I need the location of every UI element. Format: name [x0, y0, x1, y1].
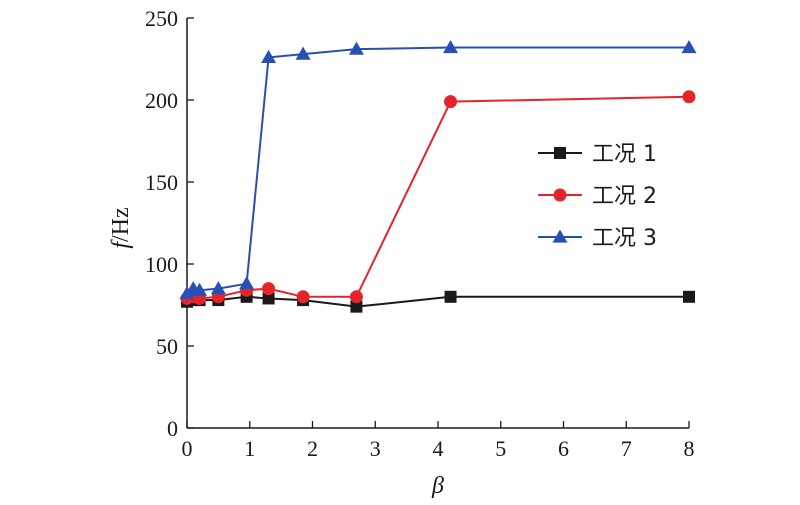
series-1-point	[444, 290, 457, 303]
series-3-point	[681, 40, 697, 54]
x-tick-label: 0	[182, 436, 193, 461]
legend-marker	[552, 229, 568, 243]
series-3-point	[443, 40, 459, 54]
series-1-line	[186, 295, 689, 308]
y-axis-label-unit: /Hz	[108, 207, 134, 242]
y-tick-label: 100	[145, 252, 178, 277]
y-tick-label: 50	[156, 334, 178, 359]
y-tick-label: 150	[145, 170, 178, 195]
series-layer	[179, 40, 697, 313]
y-tick-label: 200	[145, 88, 178, 113]
series-3	[179, 40, 697, 300]
y-axis-label-symbol: f	[108, 239, 134, 249]
series-3-point	[261, 49, 277, 63]
series-3-point	[192, 282, 208, 296]
y-tick-label: 250	[145, 6, 178, 31]
series-3-line	[186, 46, 689, 295]
series-2-point	[444, 95, 458, 109]
series-2-point	[296, 290, 310, 304]
series-2-point	[682, 90, 696, 104]
x-tick-label: 6	[558, 436, 569, 461]
series-3-point	[239, 276, 255, 290]
legend-item-1: 工况 1	[538, 142, 657, 167]
x-tick-label: 4	[433, 436, 444, 461]
series-1-point	[350, 300, 363, 313]
legend-item-3: 工况 3	[538, 226, 657, 251]
legend-marker	[554, 147, 566, 159]
axes: 0 1 2 3 4 5 6 7 8 0 50 100 150 200 250	[145, 6, 695, 461]
x-tick-label: 8	[684, 436, 695, 461]
x-tick-label: 3	[370, 436, 381, 461]
series-1	[181, 290, 695, 313]
y-axis-label: f/Hz	[108, 207, 134, 248]
legend-marker	[553, 188, 567, 202]
legend-label: 工况 1	[592, 142, 657, 167]
x-axis-label: β	[431, 473, 444, 499]
x-tick-label: 2	[307, 436, 318, 461]
series-3-point	[348, 41, 364, 55]
series-1-point	[683, 290, 695, 303]
series-2-point	[349, 290, 363, 304]
legend: 工况 1 工况 2 工况 3	[538, 142, 657, 251]
x-tick-label: 1	[244, 436, 255, 461]
legend-item-2: 工况 2	[538, 184, 657, 209]
series-2-point	[262, 282, 276, 296]
series-3-point	[295, 46, 311, 60]
x-tick-label: 5	[495, 436, 506, 461]
legend-label: 工况 3	[592, 226, 657, 251]
series-3-point	[210, 281, 226, 295]
x-tick-label: 7	[621, 436, 632, 461]
series-1-point	[262, 292, 275, 305]
y-tick-label: 0	[167, 416, 178, 441]
legend-label: 工况 2	[592, 184, 657, 209]
